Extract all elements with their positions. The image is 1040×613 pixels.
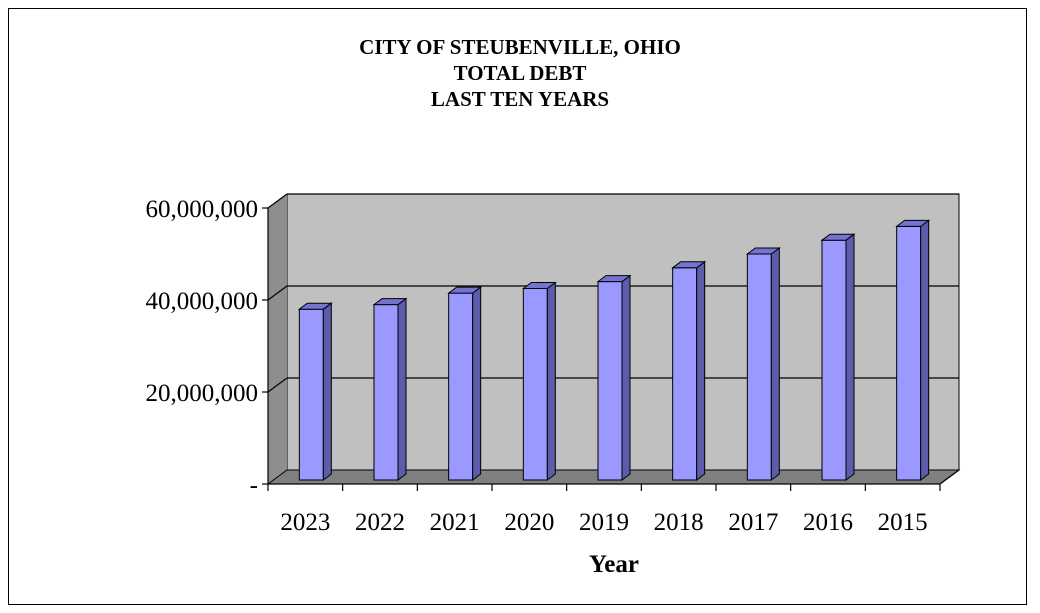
bar (745, 247, 781, 481)
bar-side (621, 274, 631, 481)
y-tick-label: 20,000,000 (146, 380, 259, 407)
bar (671, 260, 707, 481)
x-tick-label: 2016 (803, 509, 853, 536)
bar-side (845, 233, 855, 481)
bar-side (696, 260, 706, 481)
gridline-side (267, 285, 288, 301)
y-tick-label: 60,000,000 (146, 196, 259, 223)
bar-front (672, 267, 698, 481)
chart-title-line-2: TOTAL DEBT (453, 61, 587, 85)
bar-side (472, 286, 482, 481)
bar (521, 281, 557, 481)
bar-top (372, 298, 408, 306)
bar-top (521, 282, 557, 289)
side-wall (268, 194, 287, 484)
bar-side (770, 247, 780, 481)
bar-top (297, 302, 333, 310)
bar (820, 233, 856, 481)
bars (297, 219, 931, 481)
bar-front (522, 288, 548, 481)
bar-side (322, 302, 332, 481)
y-tick-labels: - 20,000,000 40,000,000 60,000,000 (146, 196, 259, 499)
x-tick-label: 2018 (654, 509, 704, 536)
x-tick-label: 2021 (430, 509, 480, 536)
x-tick-label: 2020 (504, 509, 554, 536)
bar-top (447, 286, 483, 294)
gridline-side (267, 193, 288, 209)
bar-front (821, 239, 847, 481)
floor-edge (939, 469, 960, 485)
chart-title-line-3: LAST TEN YEARS (430, 87, 610, 111)
bar-side (920, 219, 930, 481)
bar-top (895, 219, 931, 227)
bar-front (298, 308, 324, 481)
bar-front (597, 281, 623, 481)
bar-front (896, 225, 922, 481)
bar-front (448, 292, 474, 481)
y-tick-label: - (250, 472, 258, 499)
x-tick-labels: 2023 2022 2021 2020 2019 2018 2017 2016 2015 (280, 509, 927, 536)
x-axis-title: Year (589, 551, 639, 578)
bar-top (596, 275, 632, 283)
x-tick-label: 2019 (579, 509, 629, 536)
bar-top (745, 247, 781, 255)
bar-top (671, 261, 707, 269)
x-tick-label: 2022 (355, 509, 405, 536)
y-tick-label: 40,000,000 (146, 288, 259, 315)
bar-front (746, 253, 772, 481)
gridline-side (267, 377, 288, 393)
bar-side (546, 281, 556, 481)
bar-side (397, 297, 407, 481)
bar (895, 219, 931, 481)
bar-front (373, 304, 399, 481)
chart-title: CITY OF STEUBENVILLE, OHIO TOTAL DEBT LA… (0, 34, 1040, 112)
x-tick-label: 2023 (280, 509, 330, 536)
chart-title-line-1: CITY OF STEUBENVILLE, OHIO (359, 35, 681, 59)
bar-top (820, 233, 856, 241)
x-tick-label: 2015 (878, 509, 928, 536)
bar (596, 274, 632, 481)
bar (372, 297, 408, 481)
axes (262, 207, 960, 491)
bar (447, 286, 483, 481)
x-tick-label: 2017 (728, 509, 778, 536)
bar (297, 302, 333, 481)
